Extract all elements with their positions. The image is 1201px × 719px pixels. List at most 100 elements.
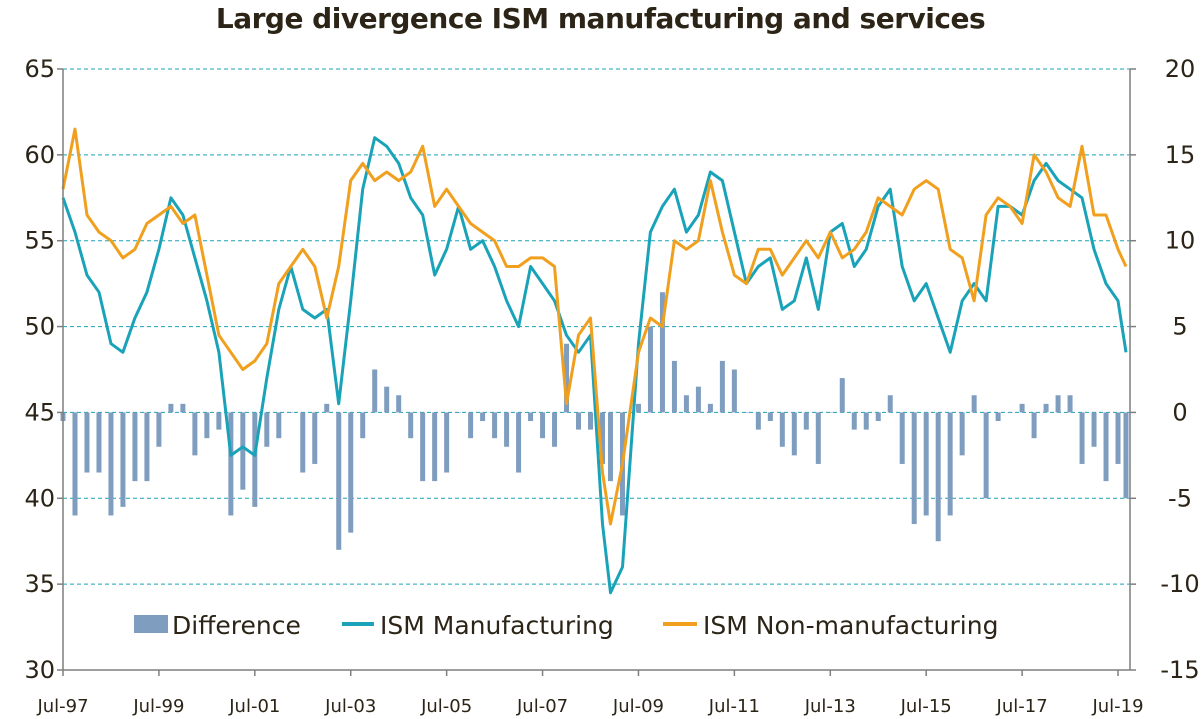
- difference-bar: [432, 412, 438, 482]
- gridlines: [63, 68, 1130, 585]
- difference-bar: [348, 412, 354, 533]
- difference-bar: [695, 386, 701, 413]
- difference-bar: [312, 412, 318, 464]
- left-tick-label: 60: [24, 141, 55, 169]
- x-tick-label: Jul-97: [36, 696, 88, 717]
- difference-bar: [707, 403, 713, 413]
- difference-bar: [120, 412, 126, 507]
- difference-bar: [1115, 412, 1121, 464]
- x-tick-label: Jul-03: [324, 696, 376, 717]
- difference-bar: [372, 369, 378, 413]
- difference-bar: [336, 412, 342, 550]
- x-tick-label: Jul-01: [228, 696, 280, 717]
- legend-label-non-manufacturing: ISM Non-manufacturing: [703, 611, 998, 640]
- difference-bar: [1123, 412, 1129, 499]
- difference-bar: [228, 412, 234, 516]
- right-tick-label: 15: [1165, 141, 1196, 169]
- difference-bar: [803, 412, 809, 430]
- line-ism-non-manufacturing: [61, 127, 1128, 526]
- left-tick-label: 55: [24, 227, 55, 255]
- difference-bar: [863, 412, 869, 430]
- series-lines: [61, 127, 1128, 595]
- difference-bar: [396, 395, 402, 413]
- difference-bar: [851, 412, 857, 430]
- difference-bar: [456, 412, 462, 413]
- difference-bar: [480, 412, 486, 422]
- difference-bars: [60, 292, 1129, 550]
- difference-bar: [1055, 395, 1061, 413]
- difference-bar: [156, 412, 162, 447]
- difference-bar: [791, 412, 797, 456]
- left-tick-label: 65: [24, 55, 55, 83]
- difference-bar: [384, 386, 390, 413]
- difference-bar: [1091, 412, 1097, 447]
- difference-bar: [719, 360, 725, 413]
- difference-bar: [983, 412, 989, 499]
- right-tick-label: -5: [1168, 484, 1192, 512]
- difference-bar: [731, 369, 737, 413]
- x-tick-label: Jul-13: [804, 696, 856, 717]
- difference-bar: [72, 412, 78, 516]
- legend-swatch-difference: [134, 615, 168, 633]
- legend-label-manufacturing: ISM Manufacturing: [380, 611, 614, 640]
- difference-bar: [1019, 403, 1025, 413]
- difference-bar: [647, 326, 653, 413]
- difference-bar: [264, 412, 270, 447]
- difference-bar: [564, 343, 570, 413]
- x-tick-label: Jul-17: [996, 696, 1048, 717]
- difference-bar: [192, 412, 198, 456]
- difference-bar: [288, 412, 294, 413]
- left-tick-label: 40: [24, 484, 55, 512]
- left-tick-label: 35: [24, 570, 55, 598]
- difference-bar: [1043, 403, 1049, 413]
- difference-bar: [743, 412, 749, 413]
- difference-bar: [492, 412, 498, 439]
- right-tick-label: -10: [1160, 570, 1199, 598]
- difference-bar: [827, 412, 833, 413]
- difference-bar: [1007, 412, 1013, 413]
- difference-bar: [324, 403, 330, 413]
- difference-bar: [132, 412, 138, 482]
- x-tick-label: Jul-11: [708, 696, 760, 717]
- difference-bar: [887, 395, 893, 413]
- difference-bar: [839, 378, 845, 413]
- difference-bar: [995, 412, 1001, 422]
- difference-bar: [671, 360, 677, 413]
- difference-bar: [959, 412, 965, 456]
- difference-bar: [144, 412, 150, 482]
- difference-bar: [528, 412, 534, 422]
- difference-bar: [576, 412, 582, 430]
- left-tick-label: 30: [24, 656, 55, 684]
- difference-bar: [767, 412, 773, 422]
- difference-bar: [899, 412, 905, 464]
- difference-bar: [360, 412, 366, 439]
- difference-bar: [216, 412, 222, 430]
- difference-bar: [683, 395, 689, 413]
- difference-bar: [252, 412, 258, 507]
- difference-bar: [911, 412, 917, 525]
- difference-bar: [204, 412, 210, 439]
- difference-bar: [468, 412, 474, 439]
- difference-bar: [607, 412, 613, 482]
- x-tick-label: Jul-99: [132, 696, 184, 717]
- difference-bar: [875, 412, 881, 422]
- difference-bar: [935, 412, 941, 542]
- x-tick-label: Jul-09: [612, 696, 664, 717]
- right-tick-label: -15: [1160, 656, 1199, 684]
- difference-bar: [1031, 412, 1037, 439]
- difference-bar: [1103, 412, 1109, 482]
- difference-bar: [84, 412, 90, 473]
- difference-bar: [420, 412, 426, 482]
- right-tick-label: 0: [1172, 398, 1187, 426]
- difference-bar: [635, 403, 641, 413]
- legend: Difference ISM Manufacturing ISM Non-man…: [134, 611, 998, 640]
- right-tick-label: 5: [1172, 313, 1187, 341]
- difference-bar: [755, 412, 761, 430]
- difference-bar: [599, 412, 605, 464]
- difference-bar: [1067, 395, 1073, 413]
- chart-title: Large divergence ISM manufacturing and s…: [215, 2, 986, 35]
- difference-bar: [588, 412, 594, 430]
- x-tick-label: Jul-05: [420, 696, 472, 717]
- left-tick-label: 45: [24, 398, 55, 426]
